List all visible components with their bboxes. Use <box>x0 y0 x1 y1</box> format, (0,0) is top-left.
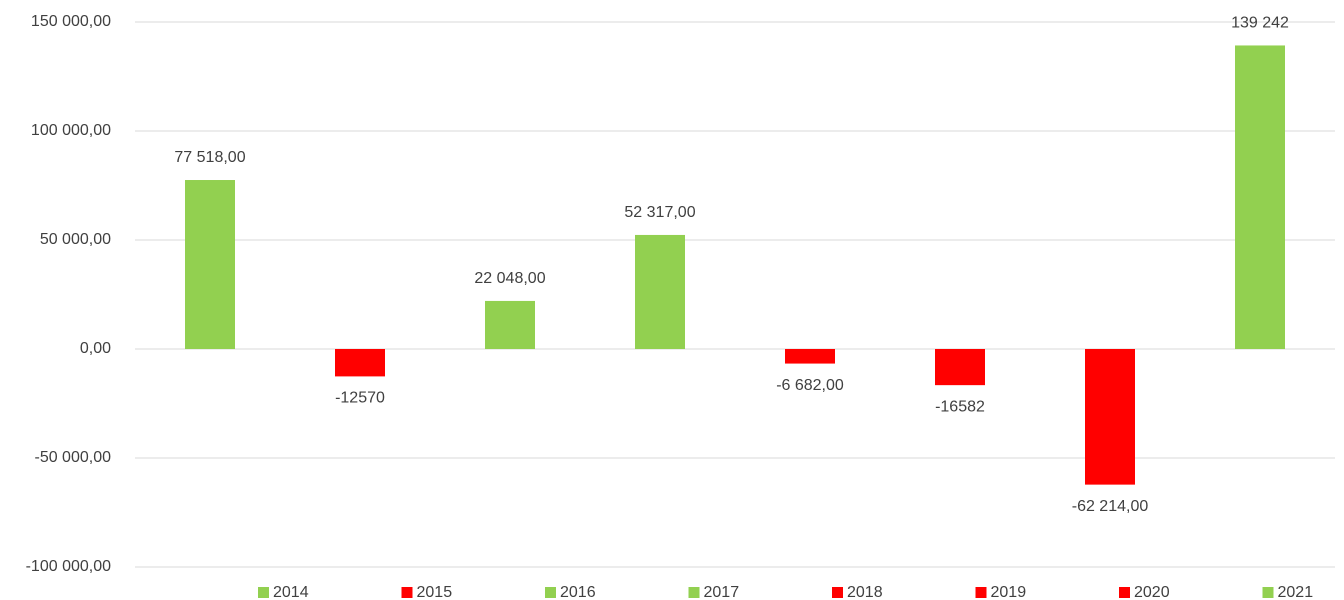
y-tick-label: -50 000,00 <box>34 449 111 466</box>
legend-label: 2017 <box>704 584 740 600</box>
y-tick-label: 150 000,00 <box>31 13 111 30</box>
bar <box>635 234 685 349</box>
legend-swatch <box>832 587 843 598</box>
bar <box>935 349 985 386</box>
legend-swatch <box>258 587 269 598</box>
legend-swatch <box>401 587 413 598</box>
y-tick-label: 0,00 <box>80 340 111 357</box>
bar <box>785 349 835 364</box>
data-label: 52 317,00 <box>624 204 695 221</box>
data-label: 22 048,00 <box>474 270 545 287</box>
legend-swatch <box>688 587 700 598</box>
data-label: -62 214,00 <box>1072 498 1149 515</box>
y-tick-label: 100 000,00 <box>31 122 111 139</box>
y-tick-label: 50 000,00 <box>40 231 111 248</box>
data-label: -6 682,00 <box>776 377 844 394</box>
legend-label: 2015 <box>417 584 453 600</box>
legend-label: 2021 <box>1278 584 1314 600</box>
data-label: 77 518,00 <box>174 149 245 166</box>
legend-swatch <box>1262 587 1274 598</box>
legend-swatch <box>1119 587 1130 598</box>
data-label: -16582 <box>935 398 985 415</box>
legend-swatch <box>545 587 556 598</box>
legend-label: 2014 <box>273 584 309 600</box>
bar <box>185 180 235 349</box>
bar <box>1235 45 1285 349</box>
legend-swatch <box>975 587 987 598</box>
y-tick-label: -100 000,00 <box>26 558 112 575</box>
legend-label: 2019 <box>991 584 1027 600</box>
data-label: -12570 <box>335 390 385 407</box>
legend-label: 2020 <box>1134 584 1170 600</box>
data-label: 139 242 <box>1231 15 1289 32</box>
bar <box>485 300 535 349</box>
bar <box>335 349 385 377</box>
legend-label: 2018 <box>847 584 883 600</box>
bar <box>1085 349 1135 485</box>
legend-label: 2016 <box>560 584 596 600</box>
